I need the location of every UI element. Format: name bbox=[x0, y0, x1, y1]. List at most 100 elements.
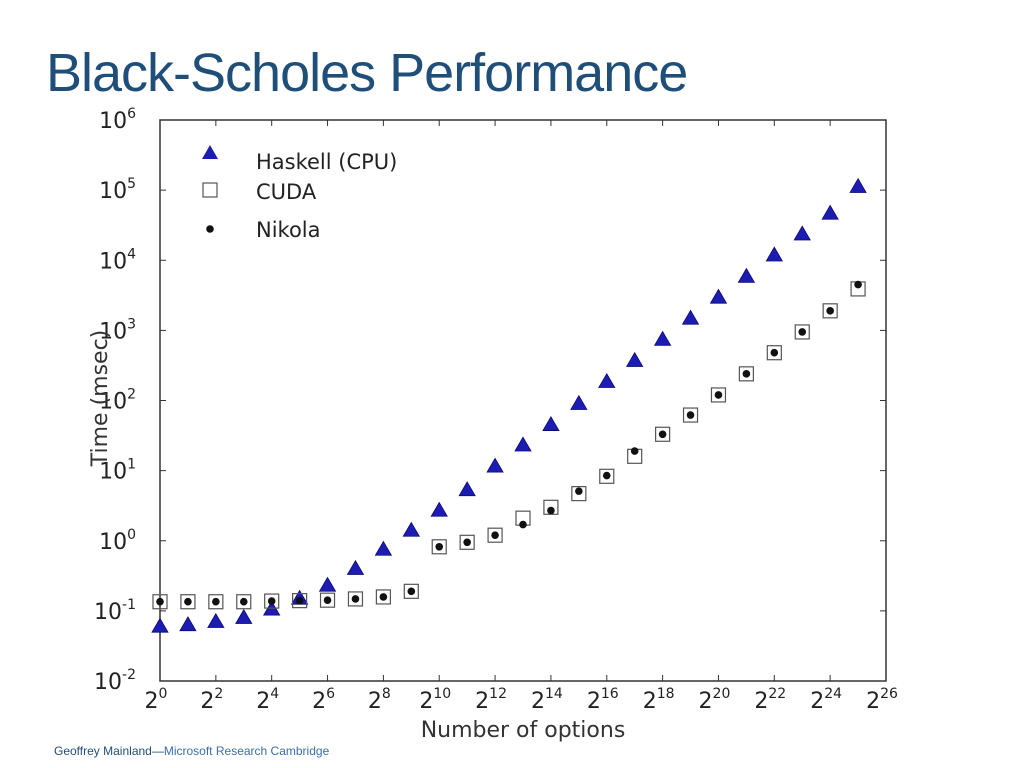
haskell-point bbox=[458, 481, 476, 497]
haskell-point bbox=[737, 267, 756, 283]
y-axis-title: Time (msec) bbox=[88, 330, 113, 468]
nikola-point bbox=[463, 538, 471, 547]
x-tick-label: 28 bbox=[368, 686, 391, 714]
cuda-point bbox=[766, 345, 782, 361]
y-tick-label: 10-2 bbox=[94, 667, 136, 695]
cuda-point bbox=[571, 486, 587, 502]
haskell-point bbox=[402, 521, 421, 537]
x-tick-label: 210 bbox=[419, 686, 451, 714]
cuda-point bbox=[822, 303, 838, 319]
legend-nikola-marker bbox=[206, 225, 214, 233]
y-tick-label: 105 bbox=[99, 176, 136, 204]
haskell-point bbox=[570, 394, 588, 410]
haskell-point bbox=[681, 309, 700, 325]
haskell-point bbox=[514, 436, 532, 452]
x-tick-label: 212 bbox=[475, 686, 507, 714]
haskell-point bbox=[346, 559, 365, 575]
nikola-point bbox=[239, 597, 248, 606]
cuda-point bbox=[347, 591, 364, 607]
plot-frame bbox=[159, 119, 887, 682]
haskell-point bbox=[235, 608, 253, 624]
x-axis-ticks: 20 22 24 26 28 210 212 214 216 218 220 222 224 226 bbox=[145, 120, 898, 714]
cuda-point bbox=[375, 589, 391, 605]
legend-cuda-label: CUDA bbox=[256, 180, 317, 204]
haskell-point bbox=[709, 288, 728, 304]
haskell-point bbox=[207, 612, 225, 628]
cuda-point bbox=[208, 594, 224, 610]
nikola-point bbox=[351, 595, 360, 603]
nikola-point bbox=[575, 487, 583, 495]
legend-cuda-marker bbox=[202, 182, 218, 198]
haskell-point bbox=[179, 616, 197, 632]
footer-author: Geoffrey Mainland bbox=[54, 744, 152, 758]
nikola-point bbox=[295, 596, 304, 605]
legend-haskell-marker bbox=[202, 145, 218, 159]
nikola-point bbox=[658, 430, 667, 439]
y-tick-label: 101 bbox=[99, 457, 136, 485]
cuda-point bbox=[599, 468, 615, 484]
data-points bbox=[151, 177, 867, 633]
nikola-point bbox=[602, 471, 611, 480]
y-tick-label: 100 bbox=[99, 527, 136, 555]
cuda-point bbox=[236, 594, 252, 610]
nikola-point bbox=[798, 328, 807, 336]
haskell-point bbox=[598, 372, 616, 388]
nikola-point bbox=[212, 597, 220, 606]
haskell-point bbox=[318, 576, 337, 592]
x-tick-label: 224 bbox=[810, 686, 842, 714]
cuda-point bbox=[319, 592, 336, 608]
x-tick-label: 218 bbox=[643, 686, 675, 714]
haskell-point bbox=[821, 204, 839, 220]
nikola-point bbox=[184, 597, 192, 606]
footer-dash: — bbox=[151, 744, 164, 758]
haskell-point bbox=[793, 225, 811, 241]
chart-legend: Haskell (CPU) CUDA Nikola bbox=[202, 145, 397, 242]
x-tick-label: 20 bbox=[145, 686, 168, 714]
legend-haskell-label: Haskell (CPU) bbox=[256, 150, 397, 174]
haskell-point bbox=[151, 617, 169, 633]
nikola-point bbox=[491, 531, 499, 539]
x-tick-label: 24 bbox=[256, 686, 279, 714]
nikola-point bbox=[323, 596, 332, 604]
nikola-point bbox=[742, 370, 751, 378]
y-tick-label: 10-1 bbox=[94, 597, 136, 625]
cuda-point bbox=[738, 366, 754, 382]
haskell-point bbox=[653, 330, 672, 346]
slide-footer: Geoffrey Mainland—Microsoft Research Cam… bbox=[54, 744, 329, 758]
nikola-point bbox=[267, 597, 276, 605]
legend-nikola-label: Nikola bbox=[256, 218, 321, 242]
x-tick-label: 26 bbox=[312, 686, 335, 714]
x-tick-label: 220 bbox=[699, 686, 731, 714]
x-tick-label: 214 bbox=[531, 686, 563, 714]
cuda-point bbox=[459, 534, 475, 550]
cuda-point bbox=[710, 387, 727, 403]
cuda-point bbox=[487, 527, 503, 543]
x-tick-label: 226 bbox=[866, 686, 898, 714]
x-tick-label: 222 bbox=[754, 686, 786, 714]
haskell-point bbox=[486, 457, 504, 473]
cuda-point bbox=[431, 539, 447, 555]
haskell-point bbox=[430, 501, 448, 517]
nikola-point bbox=[519, 520, 527, 529]
nikola-point bbox=[379, 593, 388, 601]
x-tick-label: 216 bbox=[587, 686, 619, 714]
cuda-point bbox=[682, 407, 699, 423]
cuda-point bbox=[655, 426, 671, 442]
nikola-point bbox=[826, 307, 834, 315]
nikola-point bbox=[854, 280, 862, 289]
footer-org: Microsoft Research Cambridge bbox=[163, 744, 330, 758]
y-tick-label: 103 bbox=[99, 316, 136, 344]
y-tick-label: 106 bbox=[99, 106, 136, 134]
haskell-point bbox=[542, 416, 560, 431]
cuda-point bbox=[403, 583, 419, 599]
nikola-point bbox=[156, 597, 164, 606]
nikola-point bbox=[630, 447, 639, 455]
cuda-point bbox=[292, 593, 308, 609]
nikola-point bbox=[714, 391, 723, 399]
x-axis-title: Number of options bbox=[421, 718, 626, 743]
cuda-point bbox=[794, 324, 810, 340]
nikola-point bbox=[770, 348, 779, 357]
nikola-point bbox=[435, 542, 444, 551]
haskell-point bbox=[625, 351, 644, 367]
